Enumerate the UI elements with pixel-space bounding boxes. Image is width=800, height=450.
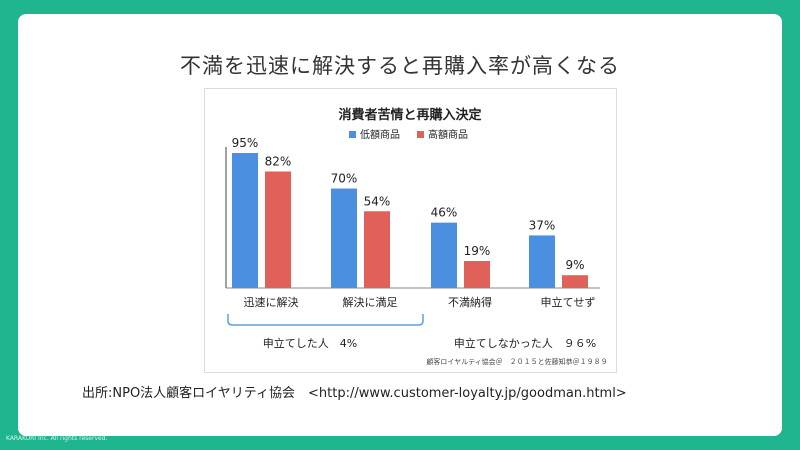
bar-value-label: 37% [529, 218, 556, 232]
legend-label-low: 低額商品 [360, 128, 400, 141]
bar-high [364, 211, 390, 288]
category-label: 不満納得 [448, 296, 492, 309]
category-label: 解決に満足 [343, 295, 398, 309]
category-label: 申立てせず [541, 295, 596, 309]
copyright-text: KARAKURI Inc. All rights reserved. [6, 435, 108, 442]
bar-low [232, 153, 258, 288]
chart-panel: 消費者苦情と再購入決定 低額商品 高額商品 95% 70% 46% 37% 82% 54%… [204, 88, 617, 373]
bar-high [265, 171, 291, 288]
category-label: 迅速に解決 [244, 295, 299, 309]
bar-value-label: 54% [364, 194, 391, 208]
slide-title: 不満を迅速に解決すると再購入率が高くなる [180, 54, 620, 78]
legend-label-high: 高額商品 [428, 128, 468, 141]
source-citation: 出所:NPO法人顧客ロイヤリティ協会 <http://www.customer-… [82, 386, 627, 401]
slide-card: 不満を迅速に解決すると再購入率が高くなる 消費者苦情と再購入決定 低額商品 高額… [18, 14, 782, 436]
group-brace [227, 314, 424, 326]
bar-high [562, 275, 588, 288]
bar-low [529, 235, 555, 288]
bar-value-label: 9% [565, 258, 584, 272]
legend-swatch-low [349, 131, 356, 138]
group-label-filed: 申立てした人 4% [263, 336, 357, 350]
bar-value-label: 82% [265, 154, 292, 168]
bar-low [431, 222, 457, 288]
bar-value-label: 19% [464, 244, 491, 258]
bar-value-label: 95% [232, 136, 259, 150]
bar-chart: 消費者苦情と再購入決定 低額商品 高額商品 95% 70% 46% 37% 82% 54%… [225, 107, 608, 366]
chart-title: 消費者苦情と再購入決定 [338, 107, 481, 123]
bar-value-label: 46% [431, 206, 458, 220]
bar-value-label: 70% [331, 172, 358, 186]
chart-credit: 顧客ロイヤルティ協会＠ ２０１５と佐藤知恭＠１９８９ [426, 357, 607, 366]
bar-low [331, 188, 357, 288]
group-label-not-filed: 申立てしなかった人 ９６% [454, 336, 596, 350]
legend-swatch-high [417, 131, 424, 138]
bar-high [464, 261, 490, 288]
